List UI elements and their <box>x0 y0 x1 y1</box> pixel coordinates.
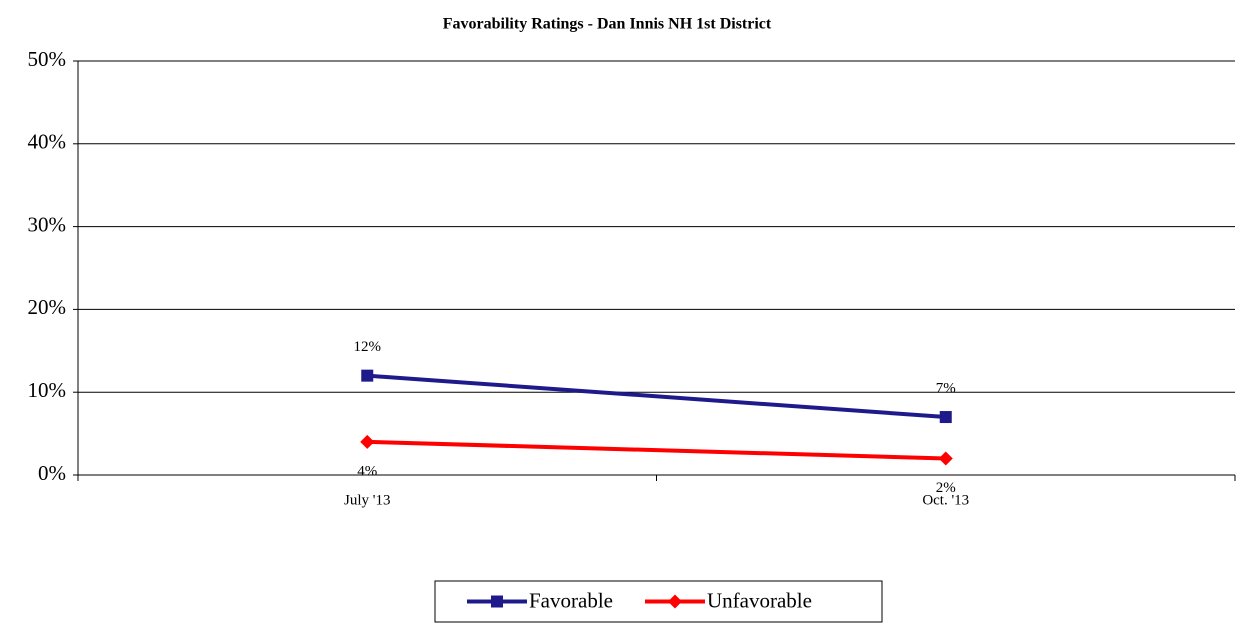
data-label: 7% <box>936 380 956 396</box>
data-label: 12% <box>354 339 382 355</box>
x-tick-label: Oct. '13 <box>922 492 969 508</box>
legend-marker <box>491 595 503 608</box>
y-tick-label: 10% <box>28 378 67 402</box>
marker <box>361 369 374 382</box>
chart-title: Favorability Ratings - Dan Innis NH 1st … <box>443 16 772 33</box>
legend-marker <box>667 594 682 609</box>
legend-label: Favorable <box>529 588 613 612</box>
series-line <box>367 373 946 420</box>
marker <box>938 451 953 466</box>
y-tick-label: 50% <box>28 47 67 71</box>
data-label: 4% <box>357 463 377 479</box>
y-tick-label: 40% <box>28 130 67 154</box>
marker <box>939 411 952 424</box>
series-line <box>367 439 946 461</box>
legend-label: Unfavorable <box>707 588 812 612</box>
marker <box>360 434 375 449</box>
x-tick-label: July '13 <box>344 492 390 508</box>
data-label: 2% <box>936 480 956 496</box>
legend: Favorable Unfavorable <box>434 580 883 623</box>
y-tick-label: 30% <box>28 212 67 236</box>
y-tick-label: 20% <box>28 295 67 319</box>
y-tick-label: 0% <box>38 461 66 485</box>
